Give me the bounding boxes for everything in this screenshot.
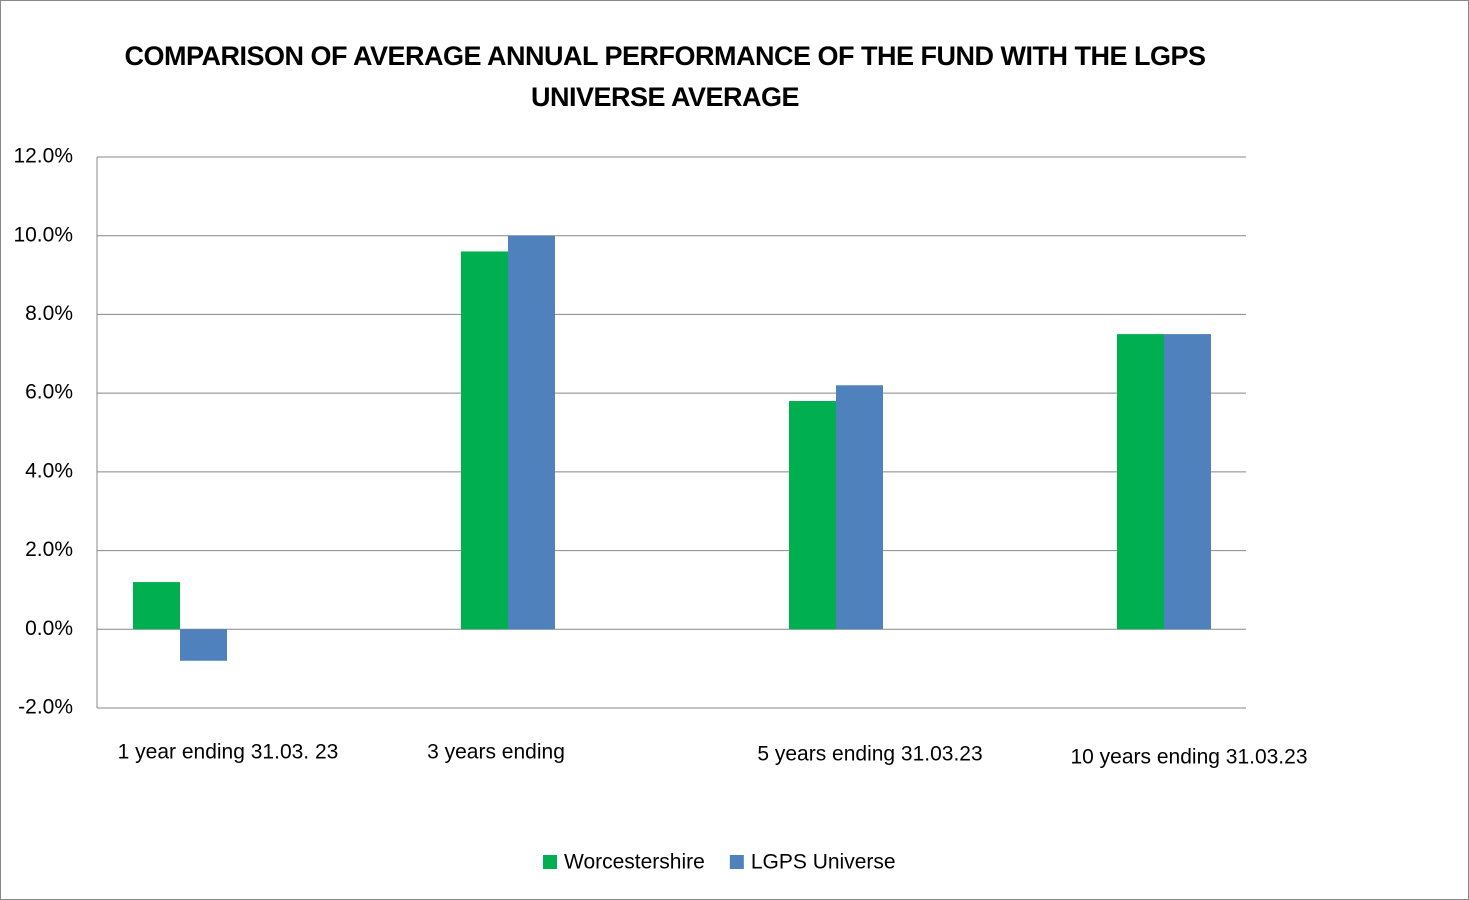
y-tick-label: 2.0% xyxy=(25,538,73,561)
y-tick-label: 12.0% xyxy=(13,145,73,168)
legend-swatch xyxy=(729,855,744,869)
bar xyxy=(461,251,508,630)
y-tick-label: -2.0% xyxy=(18,696,73,719)
legend-swatch xyxy=(543,855,557,869)
bar xyxy=(1117,334,1164,630)
legend-label: LGPS Universe xyxy=(751,851,896,874)
x-tick-label: 10 years ending 31.03.23 xyxy=(1070,746,1307,769)
bar xyxy=(1164,334,1211,630)
y-tick-label: 0.0% xyxy=(25,617,73,640)
y-tick-label: 8.0% xyxy=(25,302,73,325)
bar xyxy=(508,235,555,630)
y-tick-label: 4.0% xyxy=(25,459,73,482)
bar xyxy=(180,629,227,661)
y-tick-label: 10.0% xyxy=(13,223,73,246)
y-tick-label: 6.0% xyxy=(25,381,73,404)
x-tick-label: 1 year ending 31.03. 23 xyxy=(118,741,339,764)
bar xyxy=(133,582,180,630)
x-tick-label: 5 years ending 31.03.23 xyxy=(757,743,982,766)
legend-label: Worcestershire xyxy=(564,851,705,874)
bar xyxy=(836,385,883,630)
chart-title: COMPARISON OF AVERAGE ANNUAL PERFORMANCE… xyxy=(124,41,1206,112)
x-tick-label: 3 years ending xyxy=(427,741,565,764)
bar xyxy=(789,401,836,630)
